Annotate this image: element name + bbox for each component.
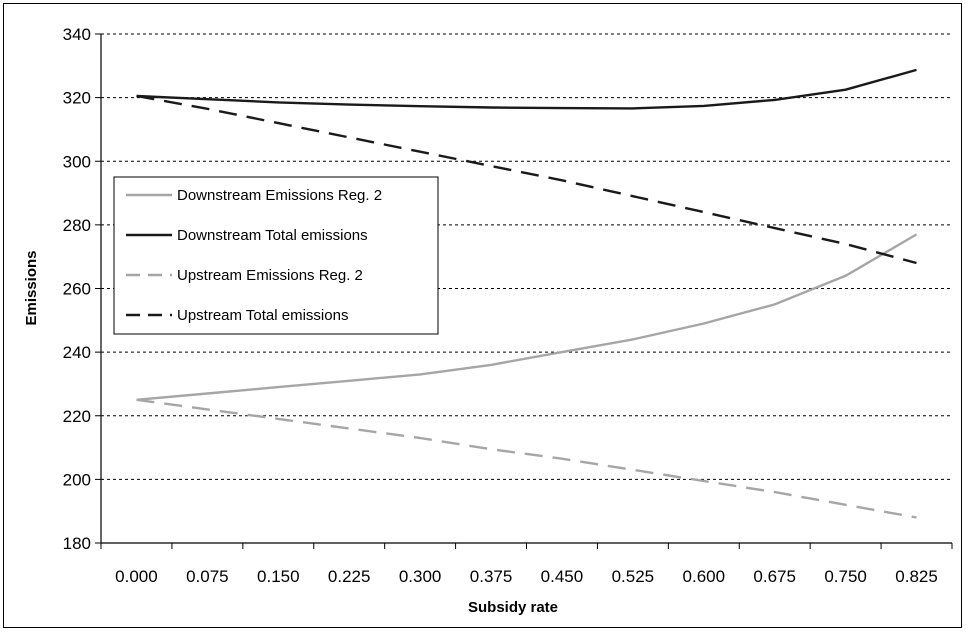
axis-layer: 180 200 220 240 260 280 300 320 340 0.000 0.075 0.1… — [63, 25, 953, 586]
legend: Downstream Emissions Reg. 2 Downstream To… — [113, 176, 439, 335]
y-tick-label: 340 — [63, 25, 91, 44]
y-tick-label: 280 — [63, 216, 91, 235]
x-tick-label: 0.525 — [612, 567, 655, 586]
x-tick-label: 0.150 — [257, 567, 300, 586]
legend-label: Upstream Emissions Reg. 2 — [177, 267, 363, 284]
x-tick-label: 0.675 — [753, 567, 796, 586]
x-tick-label: 0.600 — [683, 567, 726, 586]
x-tick-label: 0.300 — [399, 567, 442, 586]
series-line-3 — [136, 94, 917, 265]
x-axis-title: Subsidy rate — [468, 599, 558, 616]
x-tick-label: 0.750 — [824, 567, 867, 586]
x-tick-label: 0.450 — [541, 567, 584, 586]
y-tick-label: 260 — [63, 280, 91, 299]
x-tick-label: 0.000 — [115, 567, 158, 586]
legend-label: Upstream Total emissions — [177, 307, 348, 324]
series-layer — [136, 68, 918, 519]
x-tick-label: 0.825 — [895, 567, 938, 586]
y-tick-label: 180 — [63, 534, 91, 553]
y-tick-label: 240 — [63, 343, 91, 362]
x-tick-label: 0.075 — [186, 567, 229, 586]
series-line-2 — [136, 398, 917, 519]
y-tick-label: 320 — [63, 89, 91, 108]
x-tick-label: 0.225 — [328, 567, 371, 586]
series-line-0 — [136, 233, 918, 401]
legend-box — [113, 176, 439, 335]
grid-layer — [101, 33, 952, 480]
y-tick-label: 200 — [63, 470, 91, 489]
series-line-1 — [136, 68, 917, 110]
x-tick-label: 0.375 — [470, 567, 513, 586]
y-tick-label: 300 — [63, 152, 91, 171]
legend-label: Downstream Emissions Reg. 2 — [177, 187, 382, 204]
legend-label: Downstream Total emissions — [177, 227, 368, 244]
y-axis-title: Emissions — [23, 250, 40, 325]
y-tick-label: 220 — [63, 407, 91, 426]
